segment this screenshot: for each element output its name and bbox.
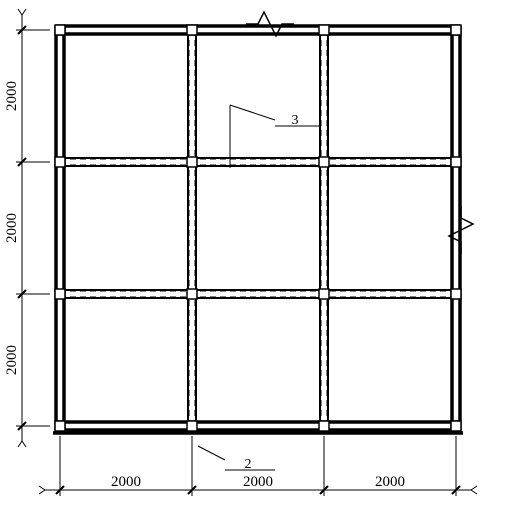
column-node [55,157,65,167]
beam-vertical [320,26,328,430]
break-marks [246,12,473,254]
dimension-label: 2000 [111,474,141,490]
beam-vertical [188,26,196,430]
beam-grid [53,26,463,433]
column-node [319,289,329,299]
column-node [187,25,197,35]
column-node [319,157,329,167]
callout-label: 2 [245,457,252,472]
column-node [319,25,329,35]
column-node [55,421,65,431]
dimension-label: 2000 [375,474,405,490]
dimension-label: 2000 [4,213,20,243]
dimension-chain-bottom: 2000 2000 2000 [39,436,477,496]
dimension-label: 2000 [4,81,20,111]
column-node [187,289,197,299]
beam-horizontal [56,290,460,298]
column-nodes [55,25,461,431]
beam-horizontal [56,26,460,34]
beam-vertical [56,26,64,430]
column-node [187,157,197,167]
column-node [451,289,461,299]
column-node [451,421,461,431]
dimension-chain-left: 2000 2000 2000 [4,9,50,447]
callouts: 32 [198,105,320,472]
beam-vertical [452,26,460,430]
dimension-label: 2000 [243,474,273,490]
callout-2: 2 [198,446,275,472]
dimension-label: 2000 [4,345,20,375]
beam-horizontal [56,158,460,166]
callout-label: 3 [292,113,299,128]
column-node [319,421,329,431]
structural-plan-diagram: 20002000200020002000200032 [0,0,514,522]
column-node [451,25,461,35]
column-node [55,25,65,35]
column-node [187,421,197,431]
beam-horizontal [56,422,460,430]
column-node [451,157,461,167]
column-node [55,289,65,299]
